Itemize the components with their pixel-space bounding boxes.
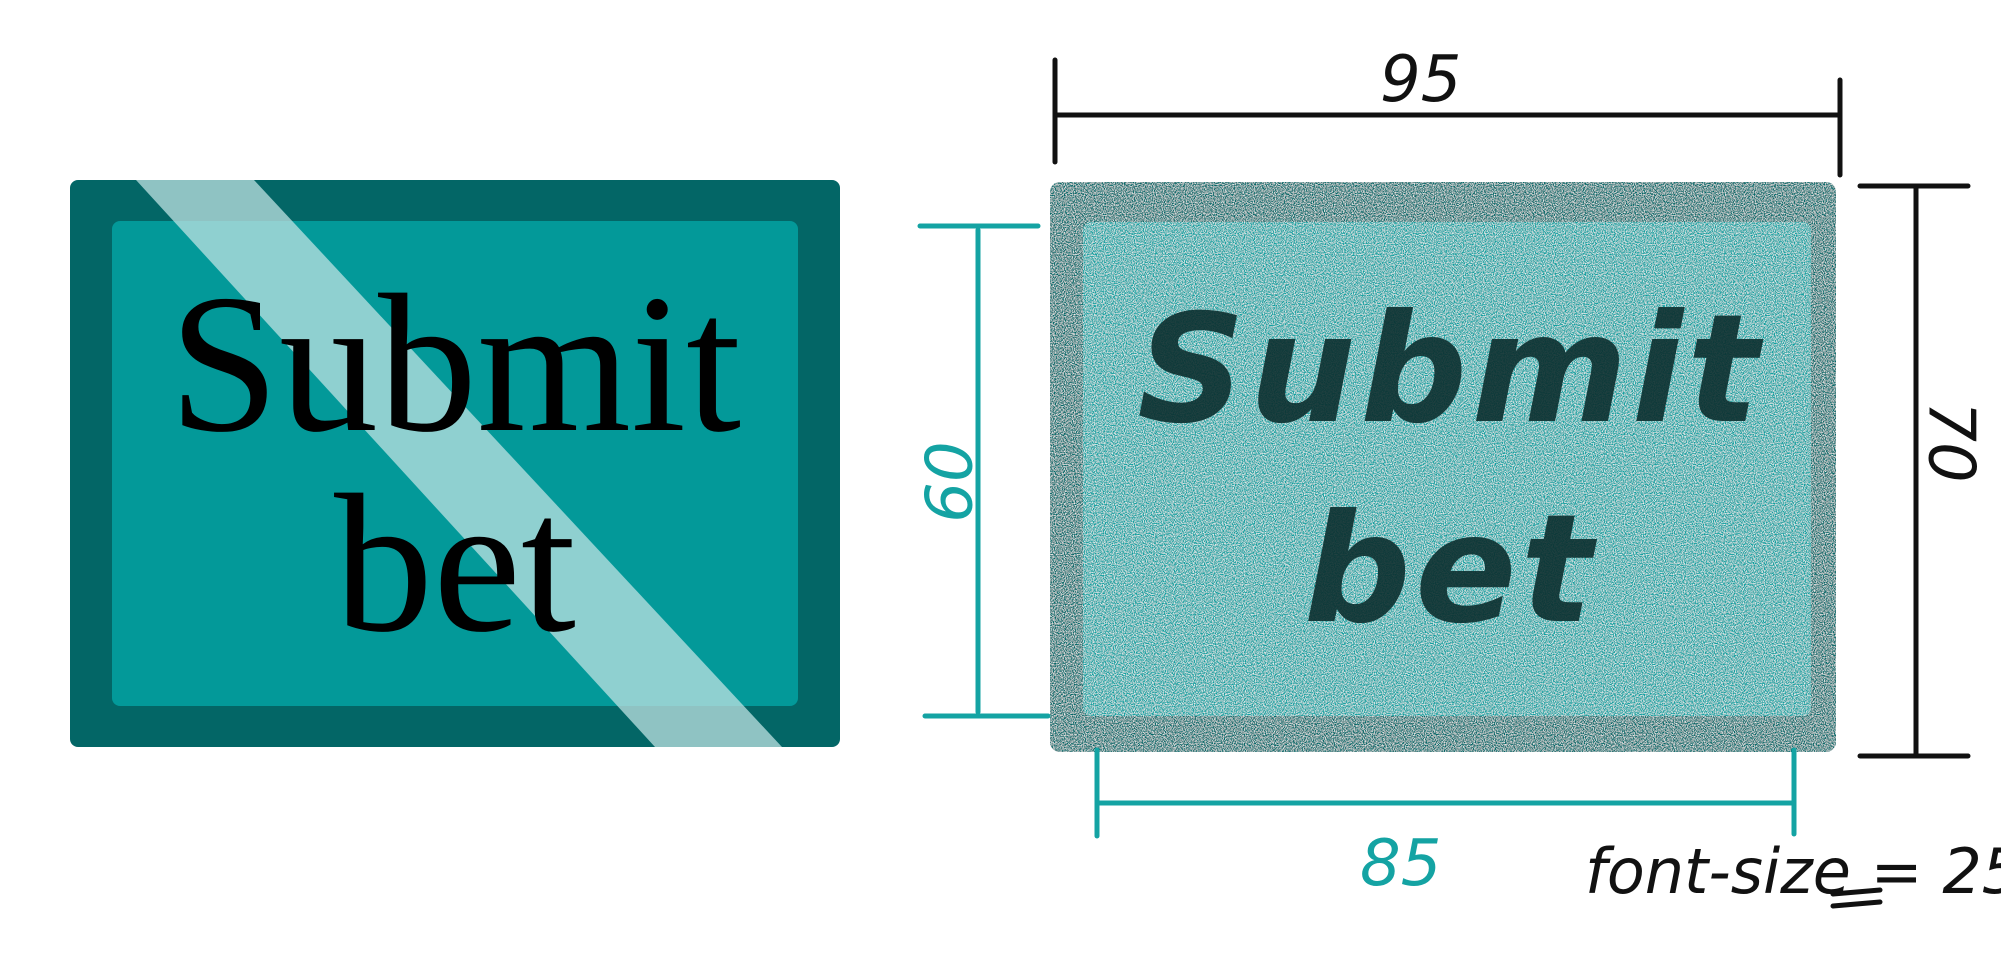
dimension-outer-width xyxy=(1052,57,1843,178)
inner-width-label: 85 xyxy=(1360,827,1442,901)
sketch-button-label: Submit bet xyxy=(1137,283,1763,657)
sketch-button xyxy=(1050,182,1836,752)
font-note-equals-sign xyxy=(1830,887,1883,909)
dimension-inner-height xyxy=(917,223,1051,719)
font-size-note: font-size = 25 xyxy=(1585,835,2001,908)
outer-width-label: 95 xyxy=(1380,43,1462,117)
inner-height-label: 60 xyxy=(913,441,988,523)
dimension-inner-width xyxy=(1094,747,1797,839)
outer-height-label: 70 xyxy=(1913,401,1988,483)
dimension-outer-height xyxy=(1857,183,1971,759)
